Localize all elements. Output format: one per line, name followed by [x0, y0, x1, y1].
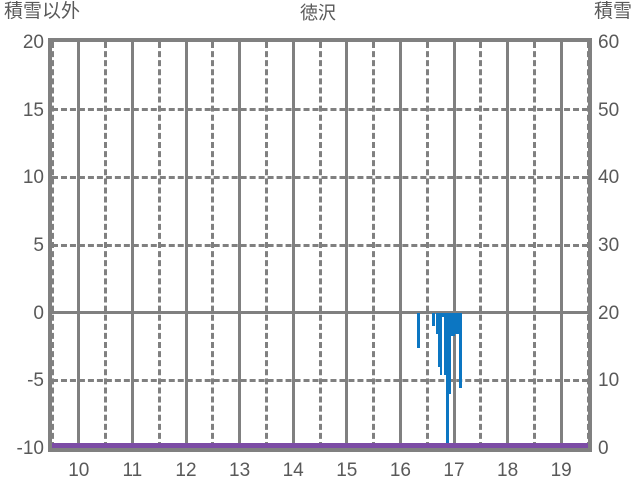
x-axis-tick-label: 10 — [68, 460, 90, 481]
gridline-horizontal — [52, 108, 588, 112]
gridline-horizontal — [52, 175, 588, 179]
bar — [435, 312, 438, 335]
y-axis-left-tick-label: 5 — [33, 235, 44, 256]
y-axis-right-tick-label: 30 — [598, 235, 620, 256]
y-axis-left-tick-label: 0 — [33, 302, 44, 324]
bar — [437, 312, 441, 367]
y-axis-left-tick-label: -10 — [16, 438, 44, 459]
left-axis-title: 積雪以外 — [4, 1, 81, 22]
x-axis-tick-label: 19 — [550, 460, 572, 481]
y-axis-left-tick-label: 15 — [22, 99, 44, 121]
y-axis-right-tick-label: 20 — [598, 302, 620, 324]
bar — [446, 312, 449, 443]
y-axis-right-tick-label: 40 — [598, 167, 620, 189]
bar — [451, 312, 456, 336]
plot-area — [48, 38, 592, 452]
gridline-zero — [52, 311, 588, 315]
x-axis-tick-label: 18 — [497, 460, 519, 481]
gridline-horizontal — [52, 378, 588, 382]
gridline-horizontal — [52, 243, 588, 247]
plot-inner — [52, 42, 588, 448]
bar — [459, 312, 462, 389]
x-axis-tick-label: 12 — [175, 460, 197, 481]
bar — [442, 312, 445, 317]
y-axis-right-tick-label: 0 — [598, 438, 609, 459]
y-axis-left-tick-label: -5 — [27, 370, 44, 392]
snow-depth-line — [52, 443, 588, 448]
y-axis-right-tick-label: 10 — [598, 370, 620, 392]
x-axis-tick-label: 14 — [282, 460, 304, 481]
page-title: 徳沢 — [300, 3, 336, 23]
y-axis-right: 60 50 40 30 20 10 0 — [598, 0, 636, 501]
y-axis-left-tick-label: 20 — [22, 32, 44, 53]
bar — [417, 312, 421, 348]
bar — [444, 312, 447, 375]
right-axis-title: 積雪 — [593, 1, 632, 22]
y-axis-right-tick-label: 50 — [598, 99, 620, 121]
bar — [432, 312, 435, 327]
x-axis-tick-label: 11 — [122, 460, 143, 481]
y-axis-left-tick-label: 10 — [22, 167, 44, 189]
y-axis-right-tick-label: 60 — [598, 32, 620, 53]
bar — [448, 312, 452, 394]
x-axis-tick-label: 17 — [443, 460, 465, 481]
x-axis-tick-label: 15 — [336, 460, 358, 481]
bar — [440, 312, 443, 375]
bar — [455, 312, 460, 335]
x-axis-tick-label: 13 — [229, 460, 251, 481]
x-axis-tick-label: 16 — [389, 460, 411, 481]
y-axis-left: 20 15 10 5 0 -5 -10 — [0, 0, 44, 501]
